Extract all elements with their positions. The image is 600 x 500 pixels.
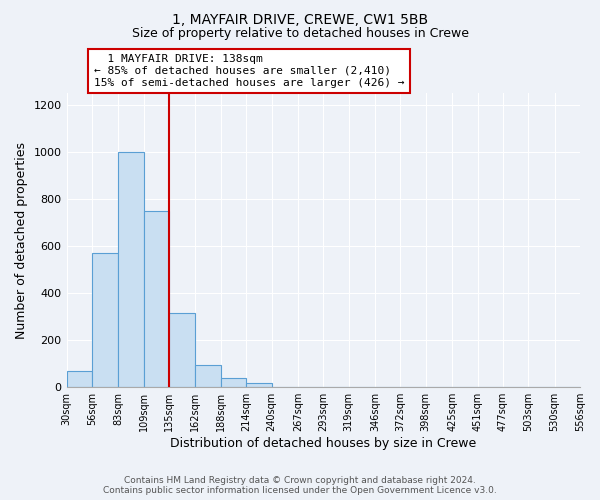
Bar (143, 211, 169, 387)
Text: 1 MAYFAIR DRIVE: 138sqm
← 85% of detached houses are smaller (2,410)
15% of semi: 1 MAYFAIR DRIVE: 138sqm ← 85% of detache… (94, 54, 404, 88)
X-axis label: Distribution of detached houses by size in Crewe: Distribution of detached houses by size … (170, 437, 476, 450)
Bar (92, 253, 118, 387)
Bar (246, 382, 272, 387)
Bar (221, 378, 246, 387)
Bar (118, 152, 143, 387)
Bar (196, 365, 221, 387)
Text: Contains HM Land Registry data © Crown copyright and database right 2024.
Contai: Contains HM Land Registry data © Crown c… (103, 476, 497, 495)
Text: 1, MAYFAIR DRIVE, CREWE, CW1 5BB: 1, MAYFAIR DRIVE, CREWE, CW1 5BB (172, 12, 428, 26)
Text: Size of property relative to detached houses in Crewe: Size of property relative to detached ho… (131, 28, 469, 40)
Bar (169, 313, 196, 387)
Bar (67, 371, 92, 387)
Y-axis label: Number of detached properties: Number of detached properties (15, 142, 28, 339)
